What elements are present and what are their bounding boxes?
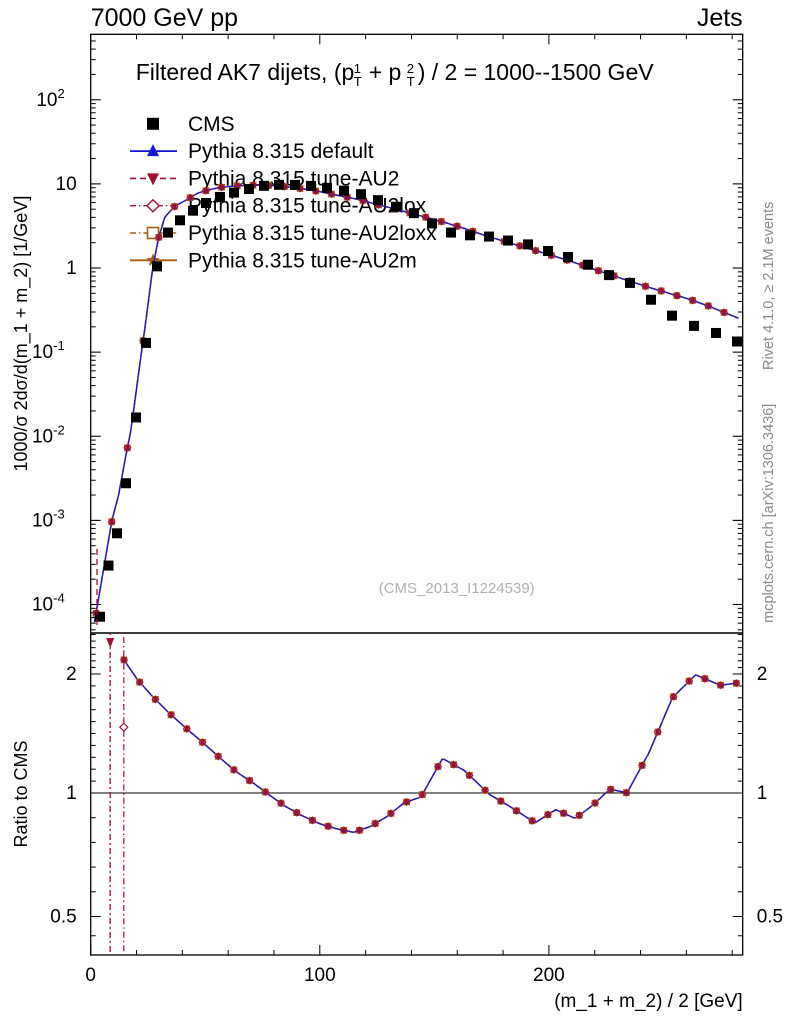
svg-text:T: T: [354, 74, 362, 89]
svg-text:(CMS_2013_I1224539): (CMS_2013_I1224539): [379, 580, 535, 597]
svg-text:200: 200: [533, 965, 565, 986]
svg-text:0: 0: [85, 965, 96, 986]
svg-text:1: 1: [66, 258, 77, 279]
svg-text:1000/σ 2dσ/d(m_1 + m_2) [1/Ge: 1000/σ 2dσ/d(m_1 + m_2) [1/GeV]: [11, 196, 32, 472]
svg-text:2: 2: [66, 664, 77, 685]
svg-text:Pythia 8.315 default: Pythia 8.315 default: [188, 140, 374, 163]
svg-text:100: 100: [304, 965, 336, 986]
svg-text:) / 2 = 1000--1500 GeV: ) / 2 = 1000--1500 GeV: [418, 59, 655, 85]
svg-text:+ p: + p: [369, 59, 402, 85]
svg-text:(m_1 + m_2) / 2 [GeV]: (m_1 + m_2) / 2 [GeV]: [554, 991, 743, 1012]
svg-text:1: 1: [757, 783, 768, 804]
svg-text:2: 2: [757, 664, 768, 685]
svg-text:10: 10: [56, 174, 77, 195]
svg-text:T: T: [407, 74, 415, 89]
svg-text:7000 GeV pp: 7000 GeV pp: [91, 4, 238, 32]
svg-text:Jets: Jets: [697, 4, 743, 32]
svg-text:0.5: 0.5: [50, 907, 76, 928]
svg-text:Pythia 8.315 tune-AU2m: Pythia 8.315 tune-AU2m: [188, 249, 417, 272]
svg-text:Rivet 4.1.0, ≥ 2.1M events: Rivet 4.1.0, ≥ 2.1M events: [761, 202, 777, 370]
svg-text:Pythia 8.315 tune-AU2loxx: Pythia 8.315 tune-AU2loxx: [188, 222, 437, 245]
svg-text:0.5: 0.5: [757, 907, 783, 928]
svg-text:mcplots.cern.ch [arXiv:1306.34: mcplots.cern.ch [arXiv:1306.3436]: [761, 404, 777, 623]
svg-text:1: 1: [66, 783, 77, 804]
svg-text:CMS: CMS: [188, 113, 235, 136]
svg-text:Filtered AK7 dijets, (p: Filtered AK7 dijets, (p: [136, 59, 355, 85]
svg-text:Ratio to CMS: Ratio to CMS: [11, 740, 31, 847]
